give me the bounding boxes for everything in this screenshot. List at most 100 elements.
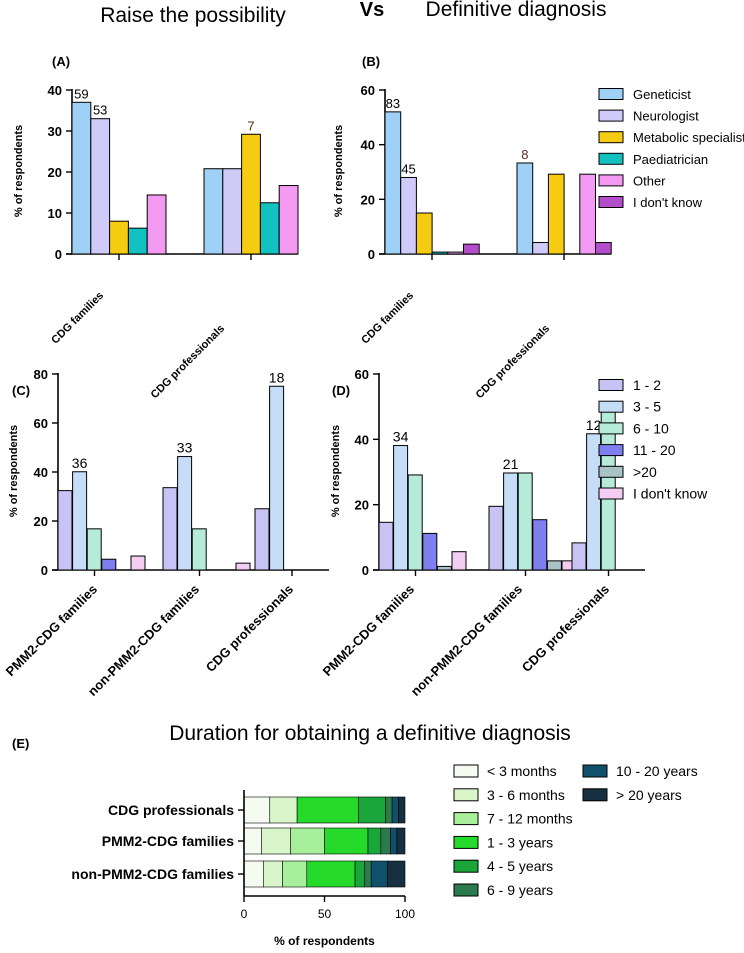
bar (146, 194, 167, 255)
legend-swatch (598, 487, 624, 500)
panel-d-y-tick-label: 60 (355, 367, 369, 382)
bar (191, 528, 207, 571)
legend-label: I don't know (633, 195, 703, 210)
legend-label: Other (633, 173, 666, 188)
bar (127, 227, 148, 255)
bar (517, 472, 533, 571)
legend-label: 1 - 2 (633, 377, 661, 393)
panel-d-y-tick-label: 0 (362, 563, 369, 578)
stacked-segment (243, 860, 264, 888)
legend-label: 4 - 5 years (487, 858, 553, 874)
legend-swatch (453, 764, 479, 778)
panel-a-label: (A) (52, 54, 70, 69)
panel-c-label: (C) (12, 383, 30, 398)
data-label: 7 (247, 118, 254, 133)
panel-e-x-tick-label: 100 (395, 907, 415, 921)
bar (447, 251, 464, 255)
legend-label: > 20 years (616, 787, 682, 803)
bar (254, 508, 270, 571)
data-label: 12 (586, 417, 602, 433)
bar (393, 445, 409, 571)
bar (162, 487, 178, 571)
legend-label: Paediatrician (633, 152, 708, 167)
legend-swatch (582, 788, 608, 802)
panel-b-y-axis-title: % of respondents (333, 125, 345, 217)
panel-e-x-tick-label: 0 (241, 907, 248, 921)
panel-c-y-tick-label: 80 (34, 367, 48, 382)
bar (595, 242, 612, 255)
category-label: CDG families (49, 290, 106, 347)
panel-d-label: (D) (332, 383, 350, 398)
stacked-segment (358, 796, 386, 824)
bar (547, 173, 565, 255)
panel-c-y-tick-label: 60 (34, 416, 48, 431)
panel-d-y-tick-label: 20 (355, 498, 369, 513)
stacked-segment (390, 827, 398, 855)
legend-label: Geneticist (633, 87, 691, 102)
legend-label: 3 - 5 (633, 399, 661, 415)
data-label: 33 (177, 440, 193, 456)
stacked-segment (263, 860, 283, 888)
category-label: PMM2-CDG families (3, 582, 100, 679)
stacked-segment (354, 860, 366, 888)
bar (503, 472, 519, 571)
bar (571, 542, 587, 571)
bar (278, 185, 299, 255)
legend-swatch (598, 196, 624, 208)
category-label: CDG families (359, 290, 416, 347)
bar (579, 173, 596, 255)
stacked-segment (269, 796, 298, 824)
bar (586, 433, 602, 571)
data-label: 34 (393, 429, 409, 445)
bar (90, 118, 111, 255)
bar (488, 505, 504, 571)
stacked-segment (261, 827, 291, 855)
bar (400, 176, 417, 255)
panel-c-y-axis-title: % of respondents (8, 425, 20, 517)
category-label: PMM2-CDG families (320, 582, 417, 679)
stacked-segment (391, 796, 399, 824)
bar (422, 532, 438, 571)
panel-a-y-tick-label: 10 (48, 206, 62, 221)
panel-e-x-axis-title: % of respondents (274, 934, 375, 948)
stacked-segment (290, 827, 325, 855)
legend-label: 11 - 20 (633, 442, 676, 458)
legend-swatch (453, 788, 479, 802)
legend-label: 1 - 3 years (487, 834, 553, 850)
panel-b-y-tick-label: 20 (361, 192, 375, 207)
panel-d-y-tick-label: 40 (355, 432, 369, 447)
data-label: 36 (72, 455, 88, 471)
legend-swatch (453, 835, 479, 849)
data-label: 21 (503, 456, 519, 472)
legend-label: < 3 months (487, 763, 557, 779)
bar (269, 385, 285, 571)
legend-label: I don't know (633, 486, 708, 502)
legend-label: Neurologist (633, 109, 699, 124)
legend-label: 3 - 6 months (487, 787, 565, 803)
legend-label: 10 - 20 years (616, 763, 698, 779)
stacked-segment (364, 860, 372, 888)
stacked-segment (243, 827, 263, 855)
data-label: 59 (74, 86, 88, 101)
bar (532, 519, 548, 571)
bar (516, 162, 534, 255)
panel-c-y-tick-label: 40 (34, 465, 48, 480)
legend-swatch (582, 764, 608, 778)
bar (130, 555, 146, 571)
header-vs: Vs (360, 0, 384, 21)
panel-e-title: Duration for obtaining a definitive diag… (169, 722, 571, 745)
data-label: 45 (401, 161, 415, 176)
legend-label: 6 - 9 years (487, 882, 553, 898)
category-label: CDG professionals (108, 802, 234, 818)
legend-swatch (453, 859, 479, 873)
panel-b-y-tick-label: 40 (361, 138, 375, 153)
panel-b-y-tick-label: 60 (361, 83, 375, 98)
panel-a-y-axis-title: % of respondents (13, 125, 25, 217)
data-label: 53 (93, 103, 107, 118)
bar (72, 471, 88, 571)
legend-swatch (598, 109, 624, 122)
panel-c-y-tick-label: 20 (34, 514, 48, 529)
legend-label: >20 (633, 464, 657, 480)
legend-swatch (598, 131, 624, 144)
